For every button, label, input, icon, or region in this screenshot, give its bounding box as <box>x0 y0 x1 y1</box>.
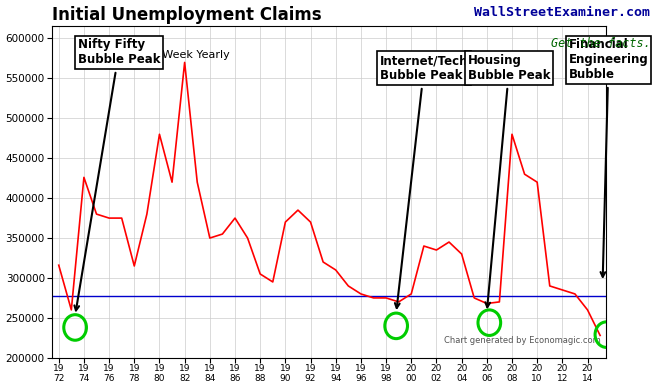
Text: Get the facts.: Get the facts. <box>551 37 650 50</box>
Text: Housing
Bubble Peak: Housing Bubble Peak <box>468 54 551 307</box>
Text: WallStreetExaminer.com: WallStreetExaminer.com <box>474 6 650 19</box>
Text: Internet/Tech
Bubble Peak: Internet/Tech Bubble Peak <box>380 54 468 308</box>
Text: Nifty Fifty
Bubble Peak: Nifty Fifty Bubble Peak <box>74 39 160 310</box>
Text: Chart generated by Economagic.com: Chart generated by Economagic.com <box>444 336 601 345</box>
Text: This Week Yearly: This Week Yearly <box>135 50 229 60</box>
Text: Financial
Engineering
Bubble: Financial Engineering Bubble <box>569 39 648 277</box>
Text: Initial Unemployment Claims: Initial Unemployment Claims <box>53 5 322 24</box>
